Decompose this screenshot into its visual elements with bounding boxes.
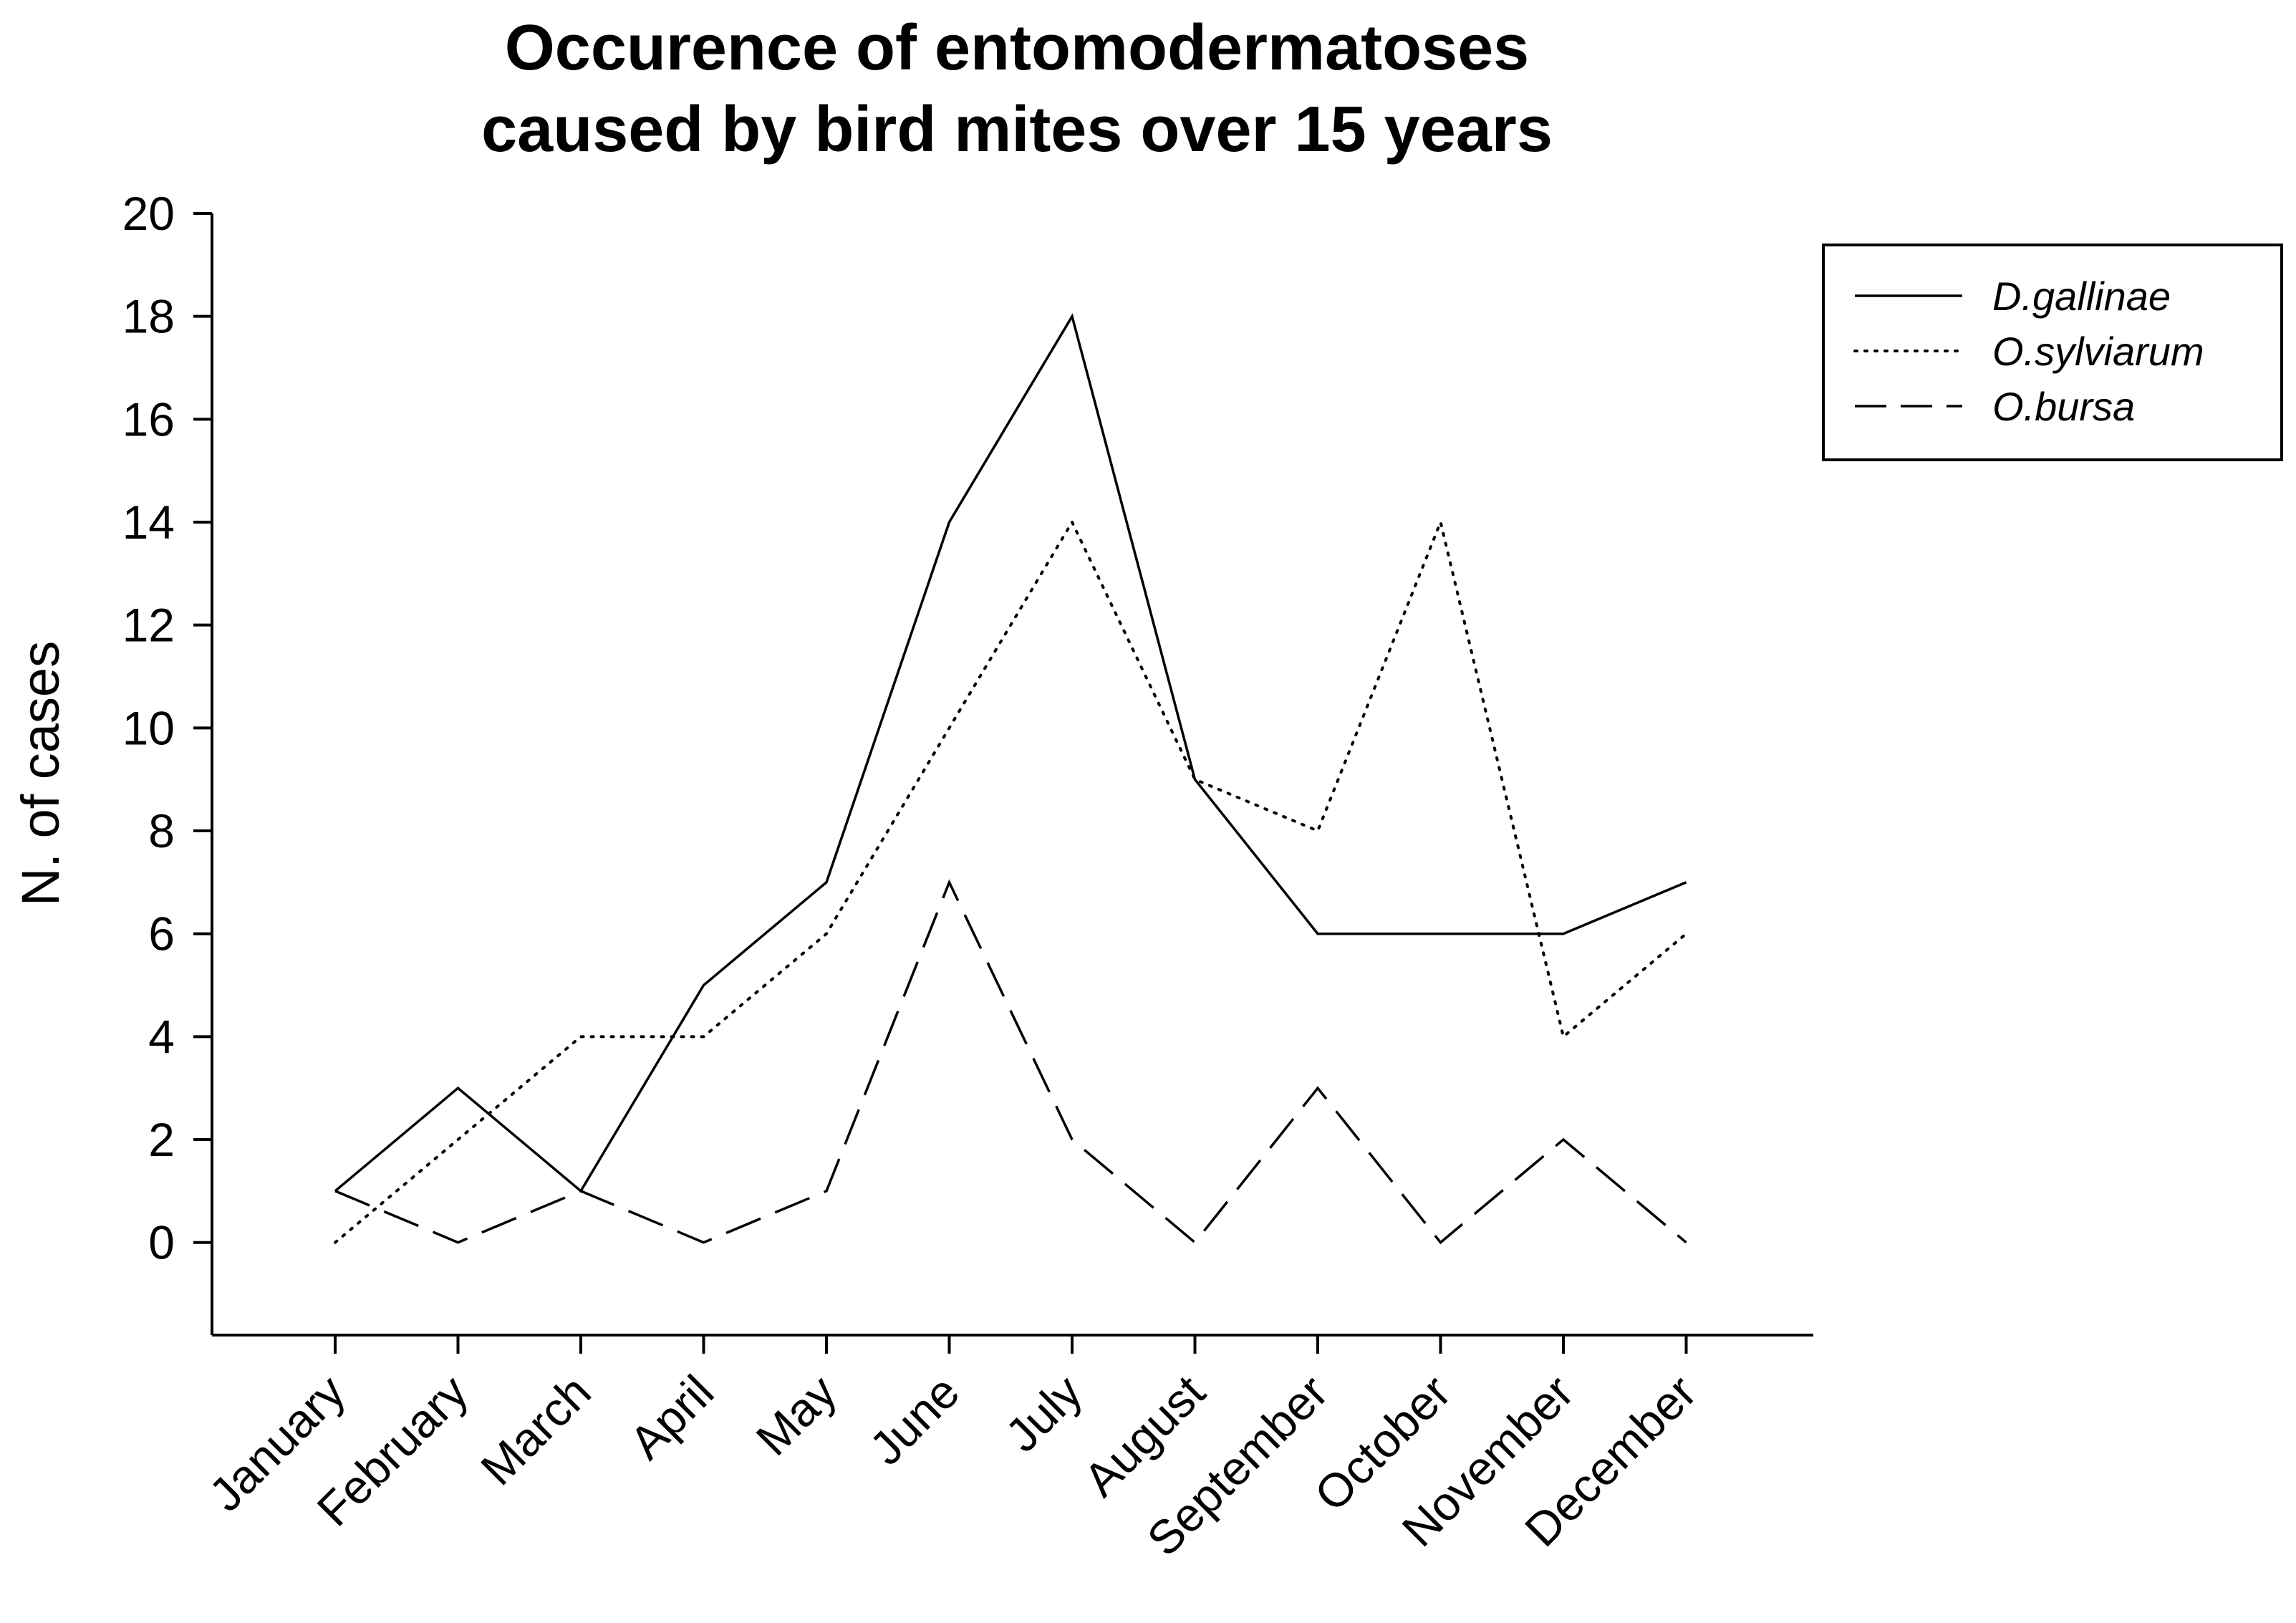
series-line-o-bursa (334, 879, 1687, 1245)
chart-title: Occurence of entomodermatoses caused by … (272, 7, 1762, 170)
legend-label: O.sylviarum (1992, 329, 2204, 374)
y-axis-label: N. of cases (11, 641, 70, 906)
y-tick-label: 18 (122, 290, 175, 343)
chart-title-line-1: Occurence of entomodermatoses (504, 12, 1530, 84)
x-tick-label: May (746, 1365, 846, 1465)
series-lines (334, 313, 1688, 1245)
x-tick-label: June (859, 1365, 970, 1475)
legend-box (1822, 244, 2283, 461)
y-axis-ticks: 0 2 4 6 8 10 12 14 16 18 20 (122, 187, 212, 1269)
y-tick-label: 6 (148, 907, 175, 960)
y-tick-label: 20 (122, 187, 175, 240)
y-tick-label: 2 (148, 1113, 175, 1166)
y-tick-label: 4 (148, 1010, 175, 1063)
x-tick-label: March (471, 1365, 601, 1496)
x-tick-label: April (619, 1365, 724, 1470)
legend-label: O.bursa (1992, 384, 2135, 429)
y-tick-label: 0 (148, 1216, 175, 1269)
y-tick-label: 8 (148, 804, 175, 857)
series-line-d-gallinae (334, 313, 1687, 1193)
chart-title-line-2: caused by bird mites over 15 years (481, 94, 1553, 165)
series-line-o-sylviarum (334, 517, 1688, 1244)
y-tick-label: 12 (122, 599, 175, 652)
legend-label: D.gallinae (1992, 274, 2171, 319)
x-tick-label: July (995, 1365, 1092, 1462)
y-tick-label: 16 (122, 392, 175, 446)
y-tick-label: 14 (122, 496, 175, 549)
legend: D.gallinae O.sylviarum O.bursa (1822, 244, 2283, 461)
axes (211, 213, 1813, 1337)
y-tick-label: 10 (122, 701, 175, 754)
